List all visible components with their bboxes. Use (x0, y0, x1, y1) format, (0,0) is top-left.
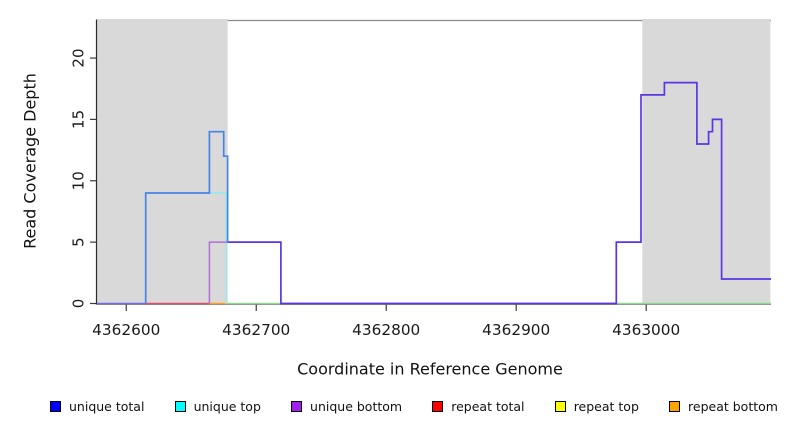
legend-swatch (554, 400, 566, 412)
x-tick-label: 4362600 (92, 321, 160, 339)
legend-item-repeat-bottom: repeat bottom (669, 399, 778, 414)
legend-item-unique-total: unique total (50, 399, 144, 414)
legend-label: unique bottom (310, 398, 403, 414)
x-tick-label: 4362700 (222, 321, 290, 339)
legend-label: repeat top (573, 398, 639, 414)
legend-label: unique total (69, 398, 145, 414)
legend-swatch (174, 400, 186, 412)
y-tick-label: 15 (70, 110, 88, 129)
legend-label: repeat bottom (688, 398, 778, 414)
x-axis-title: Coordinate in Reference Genome (297, 359, 563, 379)
legend-item-repeat-top: repeat top (554, 398, 639, 414)
y-tick-label: 5 (70, 237, 88, 247)
series-unique-bottom-purple-line (208, 241, 228, 304)
series-unique-top-cyan-line (209, 192, 228, 304)
legend-swatch (291, 400, 303, 412)
legend-item-unique-top: unique top (174, 398, 261, 414)
x-tick-label: 4362800 (352, 321, 420, 339)
legend-swatch (432, 400, 444, 412)
y-tick-label: 20 (70, 48, 88, 67)
y-tick-label: 10 (70, 171, 88, 190)
x-tick-label: 4363000 (612, 321, 680, 339)
series-unique-total-and-bottom-overlap-line (227, 81, 771, 305)
legend-label: repeat total (451, 398, 525, 414)
right-repeat-region (642, 19, 771, 305)
legend: unique total unique top unique bottom repea… (50, 396, 778, 416)
y-axis-title: Read Coverage Depth (20, 73, 40, 249)
left-repeat-region (97, 19, 228, 305)
series-unique-total-blue-line (144, 130, 229, 304)
legend-swatch (669, 400, 681, 412)
legend-swatch (50, 400, 61, 412)
legend-item-repeat-total: repeat total (432, 398, 525, 414)
x-tick-label: 4362900 (482, 321, 550, 339)
legend-item-unique-bottom: unique bottom (291, 399, 402, 414)
y-tick-label: 0 (70, 299, 88, 309)
legend-label: unique top (193, 398, 261, 414)
